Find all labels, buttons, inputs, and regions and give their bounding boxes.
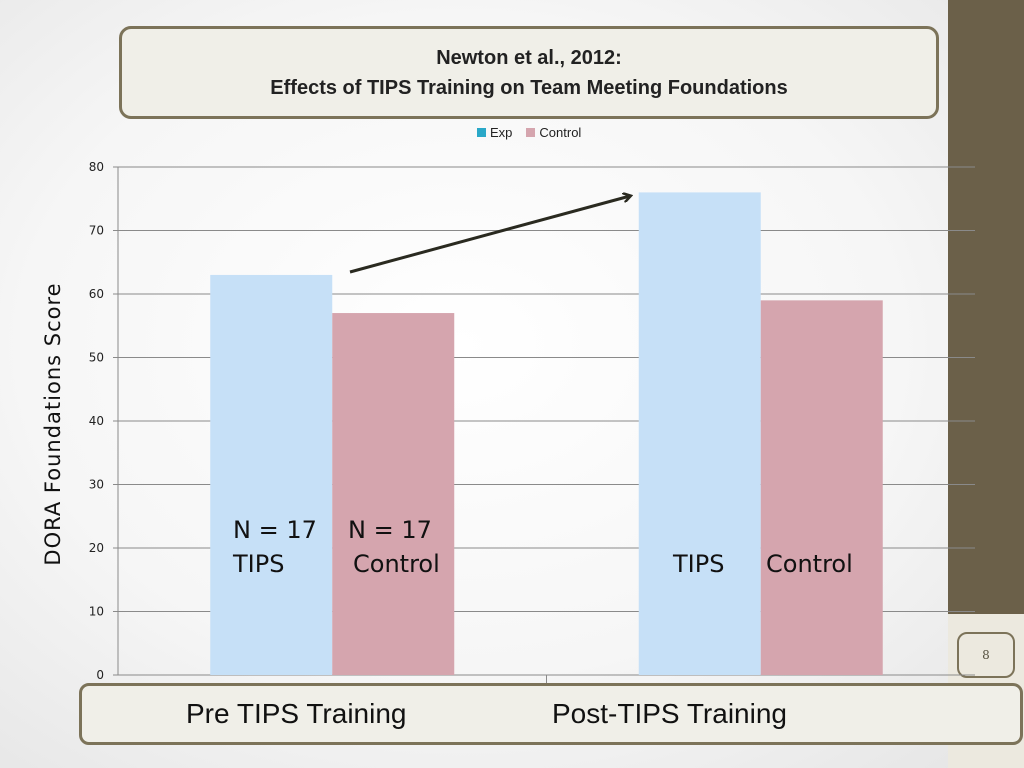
y-tick-label: 70 [89, 224, 104, 238]
title-line-1: Newton et al., 2012: [436, 46, 622, 69]
y-tick-label: 40 [89, 414, 104, 428]
legend-swatch-exp [477, 128, 486, 137]
y-tick-label: 50 [89, 351, 104, 365]
y-tick-label: 80 [89, 160, 104, 174]
legend-label-exp: Exp [490, 125, 513, 140]
annotation-post-control: Control [766, 550, 853, 578]
category-label-post: Post-TIPS Training [552, 698, 787, 729]
annotation-pre-n-control: N = 17 [348, 516, 432, 544]
chart-legend: Exp Control [477, 125, 595, 140]
legend-label-control: Control [539, 125, 582, 140]
bar-control-1 [760, 300, 883, 675]
y-tick-label: 0 [96, 668, 104, 682]
y-tick-label: 30 [89, 478, 104, 492]
y-tick-label: 20 [89, 541, 104, 555]
title-line-2: Effects of TIPS Training on Team Meeting… [270, 76, 788, 99]
y-tick-label: 10 [89, 605, 104, 619]
y-tick-label: 60 [89, 287, 104, 301]
page-number-text: 8 [982, 648, 990, 662]
legend-item-exp: Exp [477, 125, 512, 140]
bar-exp-0 [210, 274, 333, 675]
legend-swatch-control [526, 128, 536, 137]
page-number: 8 [957, 632, 1015, 678]
legend-item-control: Control [526, 125, 581, 140]
title-box: Newton et al., 2012: Effects of TIPS Tra… [119, 26, 939, 119]
bar-control-0 [332, 313, 455, 675]
category-label-box: Pre TIPS Training Post-TIPS Training [79, 683, 1023, 745]
annotation-post-tips: TIPS [673, 550, 725, 578]
annotation-pre-n-exp: N = 17 [233, 516, 317, 544]
annotation-pre-tips: TIPS [233, 550, 285, 578]
improvement-arrow [349, 196, 630, 274]
category-label-pre: Pre TIPS Training [186, 698, 407, 729]
annotation-pre-control: Control [353, 550, 440, 578]
bar-exp-1 [638, 192, 761, 675]
